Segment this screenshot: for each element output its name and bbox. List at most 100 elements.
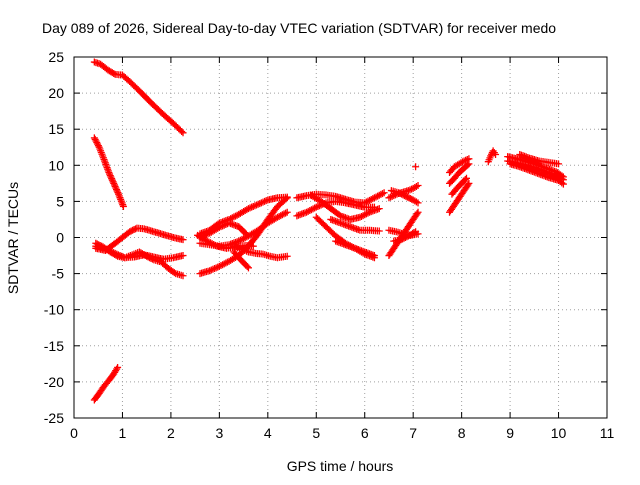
data-point (107, 173, 115, 181)
data-point (215, 223, 223, 231)
series-track-23 (390, 228, 420, 245)
data-point (219, 222, 227, 230)
data-point (462, 174, 470, 182)
data-point (119, 202, 127, 210)
y-tick-label: 10 (48, 157, 64, 173)
data-point (462, 156, 470, 164)
data-point (414, 208, 422, 216)
data-point (244, 205, 252, 213)
data-point (110, 181, 118, 189)
data-point (364, 209, 372, 217)
data-point (222, 221, 230, 229)
data-point (283, 193, 291, 201)
data-point (110, 179, 118, 187)
data-point (387, 193, 395, 201)
data-point (202, 231, 210, 239)
data-point (244, 264, 252, 272)
data-point (283, 208, 291, 216)
series-track-0 (90, 58, 187, 137)
data-point (179, 129, 187, 137)
data-point (198, 233, 206, 241)
data-point (113, 187, 121, 195)
data-point (314, 202, 322, 210)
data-point (110, 69, 118, 77)
x-tick-label: 1 (119, 425, 127, 441)
series-track-27 (446, 179, 473, 216)
data-point (93, 139, 101, 147)
data-point (105, 169, 113, 177)
y-tick-labels: 25 20 15 10 5 0 -5 -10 -15 -20 -25 (44, 49, 64, 426)
x-tick-label: 11 (600, 425, 615, 441)
data-point (114, 363, 122, 371)
data-point (312, 203, 320, 211)
data-point (214, 263, 222, 271)
y-tick-label: -15 (44, 338, 64, 354)
data-point (201, 231, 209, 239)
data-point (464, 181, 472, 189)
y-axis-label: SDTVAR / TECUs (5, 182, 21, 294)
data-point (206, 267, 214, 275)
data-point (282, 209, 290, 217)
data-point (220, 221, 228, 229)
data-point (106, 170, 114, 178)
data-point (108, 175, 116, 183)
series-track-26 (446, 160, 473, 187)
x-tick-label: 9 (506, 425, 514, 441)
data-point (388, 192, 396, 200)
data-point (92, 137, 100, 145)
data-point (380, 189, 388, 197)
series-track-13 (293, 189, 388, 207)
x-tick-label: 3 (215, 425, 223, 441)
data-point (559, 180, 567, 188)
data-point (558, 179, 566, 187)
data-point (113, 365, 121, 373)
data-point (465, 179, 473, 187)
y-tick-label: 15 (48, 121, 64, 137)
data-point (261, 197, 269, 205)
data-point (414, 182, 422, 190)
x-tick-label: 6 (361, 425, 369, 441)
y-tick-label: 0 (56, 230, 64, 246)
data-point (196, 234, 204, 241)
series-track-20 (387, 187, 422, 207)
data-point (246, 204, 254, 212)
y-tick-label: 20 (48, 85, 64, 101)
data-point (414, 199, 422, 207)
data-point (113, 250, 121, 258)
data-point (108, 176, 116, 184)
y-tick-label: -20 (44, 374, 64, 390)
data-point (465, 160, 473, 168)
y-tick-label: -25 (44, 410, 64, 426)
data-point (101, 245, 109, 253)
data-point (283, 252, 291, 260)
data-point (178, 127, 186, 135)
data-point (257, 199, 265, 207)
data-point (94, 140, 102, 148)
data-point (375, 205, 383, 213)
data-point (179, 252, 187, 260)
data-point (112, 184, 120, 192)
data-point (256, 200, 264, 208)
data-point (106, 172, 114, 180)
data-point (113, 186, 121, 194)
data-point (385, 194, 393, 202)
data-point (464, 161, 472, 169)
data-point (242, 230, 250, 238)
series-track-12 (230, 248, 252, 272)
series-track-25 (446, 155, 473, 177)
data-point (106, 247, 114, 255)
data-point (461, 176, 469, 184)
data-point (248, 203, 256, 211)
x-tick-labels: 0 1 2 3 4 5 6 7 8 9 10 11 (70, 425, 614, 441)
series-track-15 (307, 192, 383, 223)
data-point (110, 249, 118, 257)
series-track-18 (327, 215, 383, 235)
data-point (253, 201, 261, 209)
data-point (460, 157, 468, 165)
y-tick-label: 5 (56, 193, 64, 209)
data-point (251, 202, 259, 210)
data-point (410, 229, 418, 237)
x-axis-label: GPS time / hours (287, 458, 394, 474)
x-tick-label: 4 (264, 425, 272, 441)
